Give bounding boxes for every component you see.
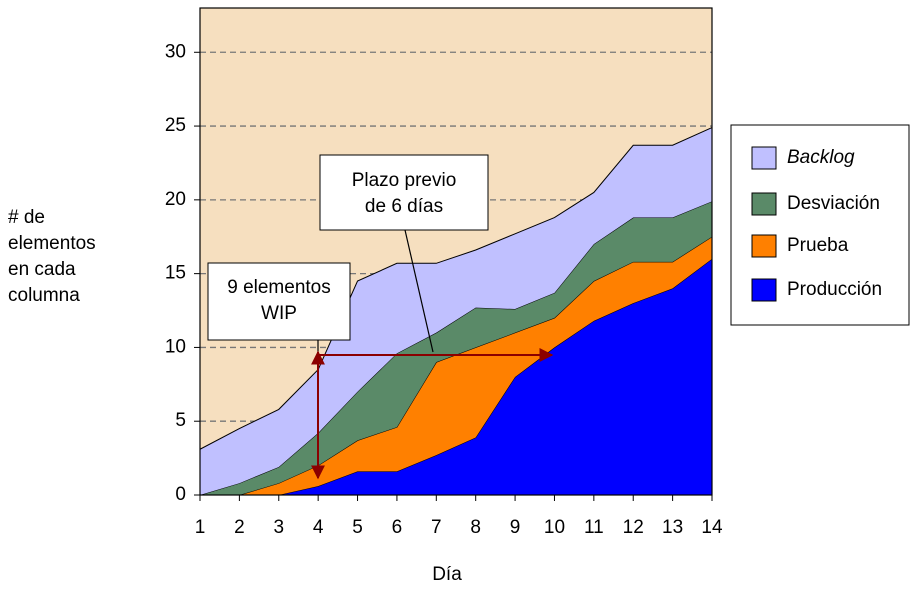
y-tick-label: 5 <box>175 410 186 431</box>
y-tick-label: 30 <box>165 41 186 62</box>
x-tick-label: 12 <box>623 517 644 538</box>
legend-swatch <box>751 278 777 302</box>
annotation: WIP <box>261 303 297 324</box>
x-tick-label: 8 <box>470 517 481 538</box>
overlay: Plazo previo de 6 días 9 elementos WIP #… <box>8 41 910 585</box>
annotation-box <box>319 154 489 231</box>
legend-label: Producción <box>787 279 882 300</box>
x-tick-label: 9 <box>510 517 521 538</box>
x-axis-label: Día <box>432 564 462 585</box>
x-tick-label: 4 <box>313 517 324 538</box>
annotation-box <box>207 262 351 341</box>
y-tick-label: 0 <box>175 484 186 505</box>
plot-frame <box>199 7 713 496</box>
y-tick-label: 15 <box>165 263 186 284</box>
x-tick-label: 2 <box>234 517 245 538</box>
legend-label: Prueba <box>787 235 849 256</box>
y-axis-label: elementos <box>8 233 96 254</box>
y-axis-label: columna <box>8 285 80 306</box>
annotation: de 6 días <box>365 196 443 217</box>
y-tick-label: 25 <box>165 115 186 136</box>
x-tick-label: 5 <box>352 517 363 538</box>
area-fill <box>200 127 712 495</box>
legend-swatch <box>751 234 777 258</box>
pointer-line <box>404 229 434 353</box>
x-tick-label: 3 <box>273 517 284 538</box>
x-tick-label: 1 <box>195 517 206 538</box>
y-tick-label: 10 <box>165 336 186 357</box>
area-fill <box>200 201 712 495</box>
annotation: 9 elementos <box>227 277 331 298</box>
x-tick-label: 6 <box>392 517 403 538</box>
y-tick-label: 20 <box>165 189 186 210</box>
y-axis-label: en cada <box>8 259 76 280</box>
x-tick-label: 13 <box>662 517 683 538</box>
area-edge <box>199 127 713 450</box>
x-tick-label: 11 <box>584 517 604 538</box>
y-axis-label: # de <box>8 207 45 228</box>
legend-label: Desviación <box>787 193 880 214</box>
legend-swatch <box>751 146 777 170</box>
x-tick-label: 14 <box>701 517 723 538</box>
legend-swatch <box>751 192 777 216</box>
annotation: Plazo previo <box>352 170 457 191</box>
x-tick-label: 10 <box>544 517 565 538</box>
x-tick-label: 7 <box>431 517 442 538</box>
legend-label: Backlog <box>787 147 855 168</box>
plot-area <box>194 7 713 501</box>
area-fill <box>200 258 712 495</box>
area-fill <box>200 236 712 495</box>
